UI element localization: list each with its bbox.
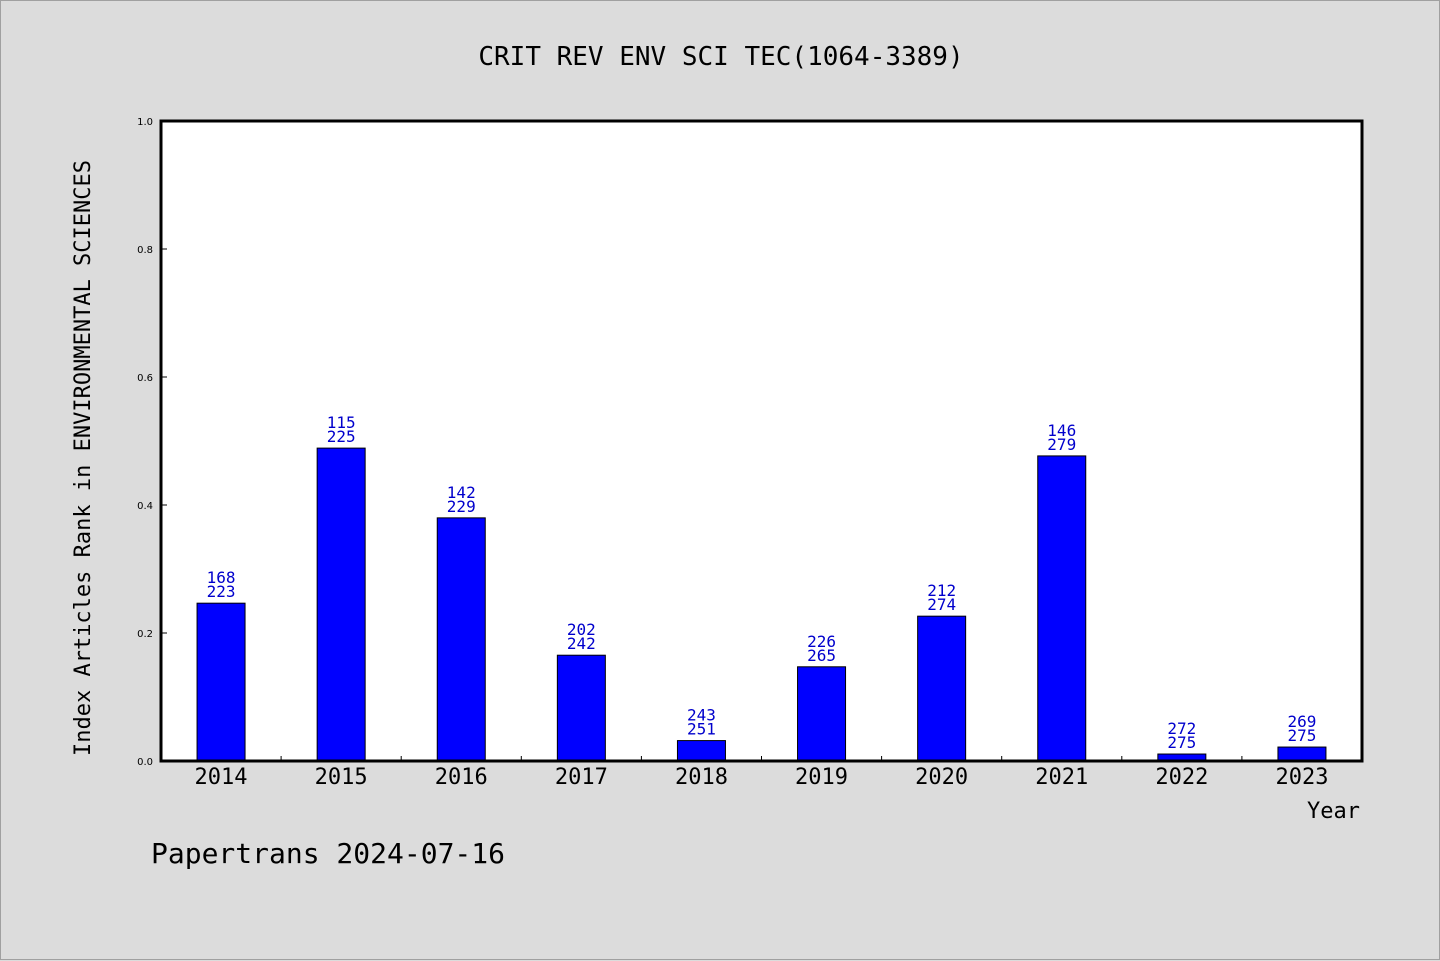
bars [196,447,1327,762]
bar-annotation-top: 146 [1047,421,1076,440]
chart-title: CRIT REV ENV SCI TEC(1064-3389) [478,42,963,72]
x-tick-label: 2019 [795,765,848,790]
bar-annotation-bottom: 223 [207,582,236,601]
y-tick-label: 0.2 [137,629,153,640]
plot-border [159,119,1364,763]
y-tick-label: 0.6 [137,373,153,384]
bar [1277,746,1327,762]
bar-annotation-bottom: 225 [327,427,356,446]
x-tick-label: 2020 [915,765,968,790]
bar-annotation-bottom: 274 [927,595,956,614]
y-axis-label: Index Articles Rank in ENVIRONMENTAL SCI… [71,160,96,756]
bar-annotation-bottom: 242 [567,634,596,653]
bar-annotation-bottom: 279 [1047,435,1076,454]
bar [316,447,366,762]
footer-text: Papertrans 2024-07-16 [151,837,505,870]
bar-annotation-top: 226 [807,632,836,651]
x-tick-label: 2017 [555,765,608,790]
bar-annotation-top: 272 [1167,719,1196,738]
x-tick-label: 2016 [435,765,488,790]
y-tick-label: 0.8 [137,245,153,256]
bar [676,740,726,762]
x-tick-label: 2018 [675,765,728,790]
x-tick-label: 2022 [1155,765,1208,790]
y-tick-label: 1.0 [137,117,153,128]
bar-annotation-top: 168 [207,568,236,587]
x-tick-label: 2023 [1275,765,1328,790]
bar [797,666,847,762]
bar-annotation-top: 212 [927,581,956,600]
bar [556,654,606,762]
x-axis-label: Year [1307,799,1360,824]
bar [196,602,246,762]
bar-annotation-bottom: 275 [1167,733,1196,752]
bar [436,517,486,762]
bar-annotation-bottom: 275 [1287,726,1316,745]
bar-annotation-top: 115 [327,413,356,432]
bar-annotation-bottom: 251 [687,720,716,739]
bar-annotation-bottom: 265 [807,646,836,665]
bar-annotation-bottom: 229 [447,497,476,516]
bar [917,615,967,762]
bar-annotation-top: 243 [687,706,716,725]
bar-annotation-top: 269 [1287,712,1316,731]
x-tick-label: 2021 [1035,765,1088,790]
x-tick-label: 2014 [195,765,248,790]
y-tick-label: 0.0 [137,757,153,768]
y-tick-label: 0.4 [137,501,153,512]
bar-annotation-top: 142 [447,483,476,502]
bar-annotation-top: 202 [567,620,596,639]
bar [1037,455,1087,762]
x-tick-label: 2015 [315,765,368,790]
